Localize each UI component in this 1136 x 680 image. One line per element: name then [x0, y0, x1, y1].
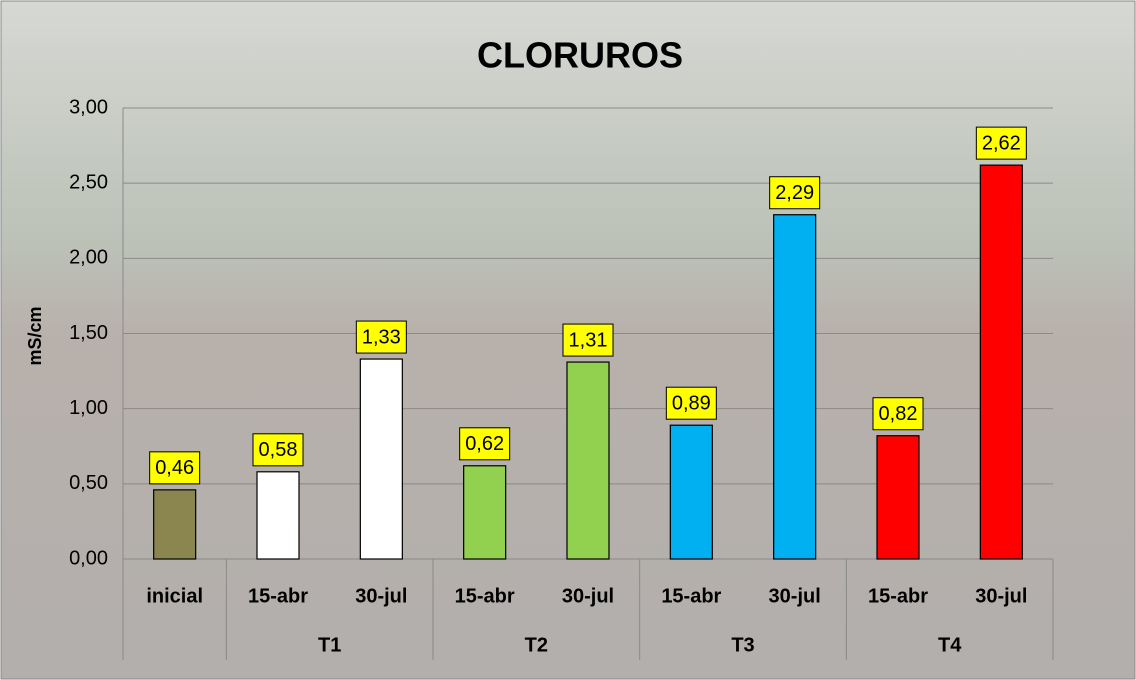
value-label: 1,33: [362, 326, 401, 348]
value-label-box: [562, 323, 614, 357]
bar: [463, 465, 507, 560]
bar: [669, 424, 713, 560]
value-label: 2,29: [775, 182, 814, 204]
group-label: T1: [318, 634, 341, 656]
y-tick-label: 1,00: [69, 397, 108, 419]
value-label-box: [252, 433, 304, 467]
y-tick-label: 0,00: [69, 547, 108, 569]
group-label: T4: [938, 634, 962, 656]
group-label: T3: [731, 634, 754, 656]
group-label: T2: [525, 634, 548, 656]
x-tick-label: 15-abr: [455, 585, 515, 607]
x-tick-label: 30-jul: [769, 585, 821, 607]
bar: [566, 361, 610, 560]
x-tick-label: 30-jul: [975, 585, 1027, 607]
x-tick-label: inicial: [146, 585, 203, 607]
value-label-box: [975, 126, 1027, 160]
bar: [876, 435, 920, 560]
value-label-box: [769, 176, 821, 210]
value-label-box: [459, 427, 511, 461]
value-label-box: [355, 320, 407, 354]
value-label-box: [665, 386, 717, 420]
bar: [773, 214, 817, 560]
chart-title: CLORUROS: [477, 35, 683, 76]
y-tick-label: 0,50: [69, 472, 108, 494]
value-label: 2,62: [982, 132, 1021, 154]
value-label: 0,62: [465, 433, 504, 455]
bar: [359, 358, 403, 560]
y-tick-label: 3,00: [69, 96, 108, 118]
y-tick-label: 1,50: [69, 322, 108, 344]
value-label: 0,82: [879, 403, 918, 425]
value-label: 1,31: [569, 329, 608, 351]
x-tick-label: 15-abr: [661, 585, 721, 607]
x-tick-label: 30-jul: [355, 585, 407, 607]
bar: [256, 471, 300, 560]
y-axis-label: mS/cm: [25, 306, 45, 365]
bar: [153, 489, 197, 560]
y-tick-label: 2,00: [69, 247, 108, 269]
value-label: 0,58: [259, 439, 298, 461]
x-tick-label: 30-jul: [562, 585, 614, 607]
x-tick-label: 15-abr: [868, 585, 928, 607]
value-label-box: [872, 397, 924, 431]
value-label: 0,89: [672, 392, 711, 414]
value-label: 0,46: [155, 457, 194, 479]
y-tick-label: 2,50: [69, 171, 108, 193]
x-tick-label: 15-abr: [248, 585, 308, 607]
bar: [979, 164, 1023, 560]
value-label-box: [149, 451, 201, 485]
